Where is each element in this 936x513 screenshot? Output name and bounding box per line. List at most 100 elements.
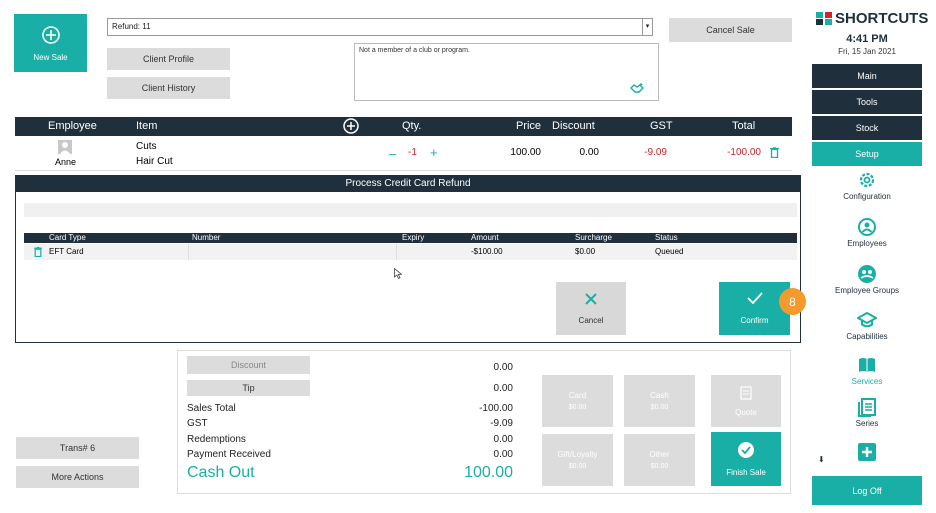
gift-loyalty-button[interactable]: Gift/Loyalty $0.00 (542, 434, 613, 486)
transaction-button[interactable]: Trans# 6 (16, 437, 139, 459)
sales-total-value: -100.00 (479, 403, 513, 414)
delete-item-icon[interactable] (770, 147, 779, 158)
item-gst: -9.09 (644, 147, 667, 158)
finish-sale-button[interactable]: Finish Sale (711, 432, 781, 486)
dropdown-arrow-icon[interactable]: ▾ (642, 19, 652, 35)
tip-button[interactable]: Tip (187, 380, 310, 396)
sidebar-item-configuration[interactable]: Configuration (812, 170, 922, 201)
avatar (58, 140, 72, 154)
clock-date: Fri, 15 Jan 2021 (838, 47, 896, 56)
new-sale-button[interactable]: New Sale (14, 14, 87, 72)
col-gst: GST (650, 120, 673, 132)
delete-card-icon[interactable] (34, 247, 42, 257)
gear-icon (859, 172, 875, 188)
new-sale-label: New Sale (33, 52, 68, 62)
card-payment-button[interactable]: Card $0.00 (542, 375, 613, 427)
dialog-info-bar (24, 203, 797, 217)
sidebar-item-label: Employee Groups (834, 286, 900, 295)
cash-out-label: Cash Out (187, 464, 255, 481)
more-actions-button[interactable]: More Actions (16, 466, 139, 488)
credit-card-refund-dialog: Process Credit Card Refund Card Type Num… (15, 175, 801, 343)
qty-plus-button[interactable]: + (430, 145, 438, 160)
sidebar-item-more[interactable] (812, 442, 922, 464)
card-type-value: EFT Card (49, 247, 84, 256)
gift-loyalty-value: $0.00 (568, 463, 587, 470)
mouse-cursor-icon (394, 268, 402, 279)
col-surcharge: Surcharge (575, 233, 612, 242)
graduation-cap-icon (857, 311, 877, 328)
discount-value: 0.00 (493, 362, 513, 373)
table-row[interactable]: Anne Cuts Hair Cut – -1 + 100.00 0.00 -9… (15, 137, 792, 171)
dialog-title: Process Credit Card Refund (16, 176, 800, 192)
table-row[interactable]: EFT Card -$100.00 $0.00 Queued (24, 244, 797, 260)
check-circle-icon (738, 441, 754, 458)
sidebar-main-button[interactable]: Main (812, 64, 922, 88)
notes-text: Not a member of a club or program. (359, 47, 470, 54)
cash-payment-button[interactable]: Cash $0.00 (624, 375, 695, 427)
col-price: Price (515, 120, 541, 132)
quote-label: Quote (735, 407, 757, 417)
qty-minus-button[interactable]: – (389, 146, 397, 161)
sidebar-item-services[interactable]: Services (812, 355, 922, 386)
discount-button[interactable]: Discount (187, 356, 310, 374)
col-expiry: Expiry (402, 233, 425, 242)
client-profile-button[interactable]: Client Profile (107, 48, 230, 70)
client-notes-box[interactable]: Not a member of a club or program. (354, 43, 659, 101)
col-item: Item (136, 120, 158, 132)
handshake-icon[interactable] (630, 82, 644, 94)
cancel-sale-button[interactable]: Cancel Sale (669, 18, 792, 42)
item-category: Cuts (136, 141, 157, 152)
brand-logo: SHORTCUTS (816, 10, 928, 27)
dialog-confirm-label: Confirm (740, 316, 769, 325)
column-divider (396, 244, 397, 260)
clock-time: 4:41 PM (846, 33, 888, 45)
sidebar-item-employees[interactable]: Employees (812, 217, 922, 248)
totals-panel (177, 350, 791, 494)
refund-value: Refund: 11 (112, 22, 151, 31)
sidebar-item-capabilities[interactable]: Capabilities (812, 310, 922, 341)
sidebar-tools-button[interactable]: Tools (812, 90, 922, 114)
gst-label: GST (187, 418, 208, 429)
sidebar-setup-button[interactable]: Setup (812, 142, 922, 166)
col-total: Total (732, 120, 756, 132)
col-card-type: Card Type (49, 233, 86, 242)
sidebar-item-series[interactable]: Series (812, 397, 922, 428)
card-payment-label: Card (568, 391, 587, 400)
plus-square-icon (858, 443, 876, 461)
dialog-cancel-button[interactable]: Cancel (556, 282, 626, 335)
other-payment-button[interactable]: Other $0.00 (624, 434, 695, 486)
card-surcharge-value: $0.00 (575, 247, 596, 256)
cash-out-value: 100.00 (464, 464, 513, 481)
sale-items-header: Employee Item Qty. Price Discount GST To… (15, 117, 792, 136)
tip-value: 0.00 (493, 383, 513, 394)
list-document-icon (858, 398, 876, 417)
add-item-icon[interactable] (343, 118, 359, 134)
item-total: -100.00 (727, 147, 761, 158)
brand-name: SHORTCUTS (835, 10, 929, 27)
log-off-button[interactable]: Log Off (812, 476, 922, 505)
scroll-down-arrow-icon[interactable]: ⬇ (818, 455, 825, 464)
card-payment-value: $0.00 (568, 404, 587, 411)
finish-sale-label: Finish Sale (726, 467, 766, 477)
gst-value: -9.09 (490, 418, 513, 429)
dialog-confirm-button[interactable]: Confirm (719, 282, 790, 335)
col-discount: Discount (552, 120, 595, 132)
sidebar-item-label: Capabilities (846, 332, 888, 341)
sidebar-item-employee-groups[interactable]: Employee Groups (812, 264, 922, 295)
close-icon (585, 293, 597, 305)
refund-select[interactable]: Refund: 11 ▾ (107, 18, 653, 36)
redemptions-value: 0.00 (493, 434, 513, 445)
sidebar-stock-button[interactable]: Stock (812, 116, 922, 140)
other-payment-value: $0.00 (650, 463, 669, 470)
col-number: Number (192, 233, 221, 242)
client-history-button[interactable]: Client History (107, 77, 230, 99)
quote-button[interactable]: Quote (711, 375, 781, 427)
plus-circle-icon (41, 25, 60, 44)
item-name: Hair Cut (136, 156, 173, 167)
sales-total-label: Sales Total (187, 403, 236, 414)
book-icon (859, 358, 875, 372)
col-qty: Qty. (402, 120, 422, 132)
sidebar-item-label: Series (855, 419, 879, 428)
card-status-value: Queued (655, 247, 684, 256)
